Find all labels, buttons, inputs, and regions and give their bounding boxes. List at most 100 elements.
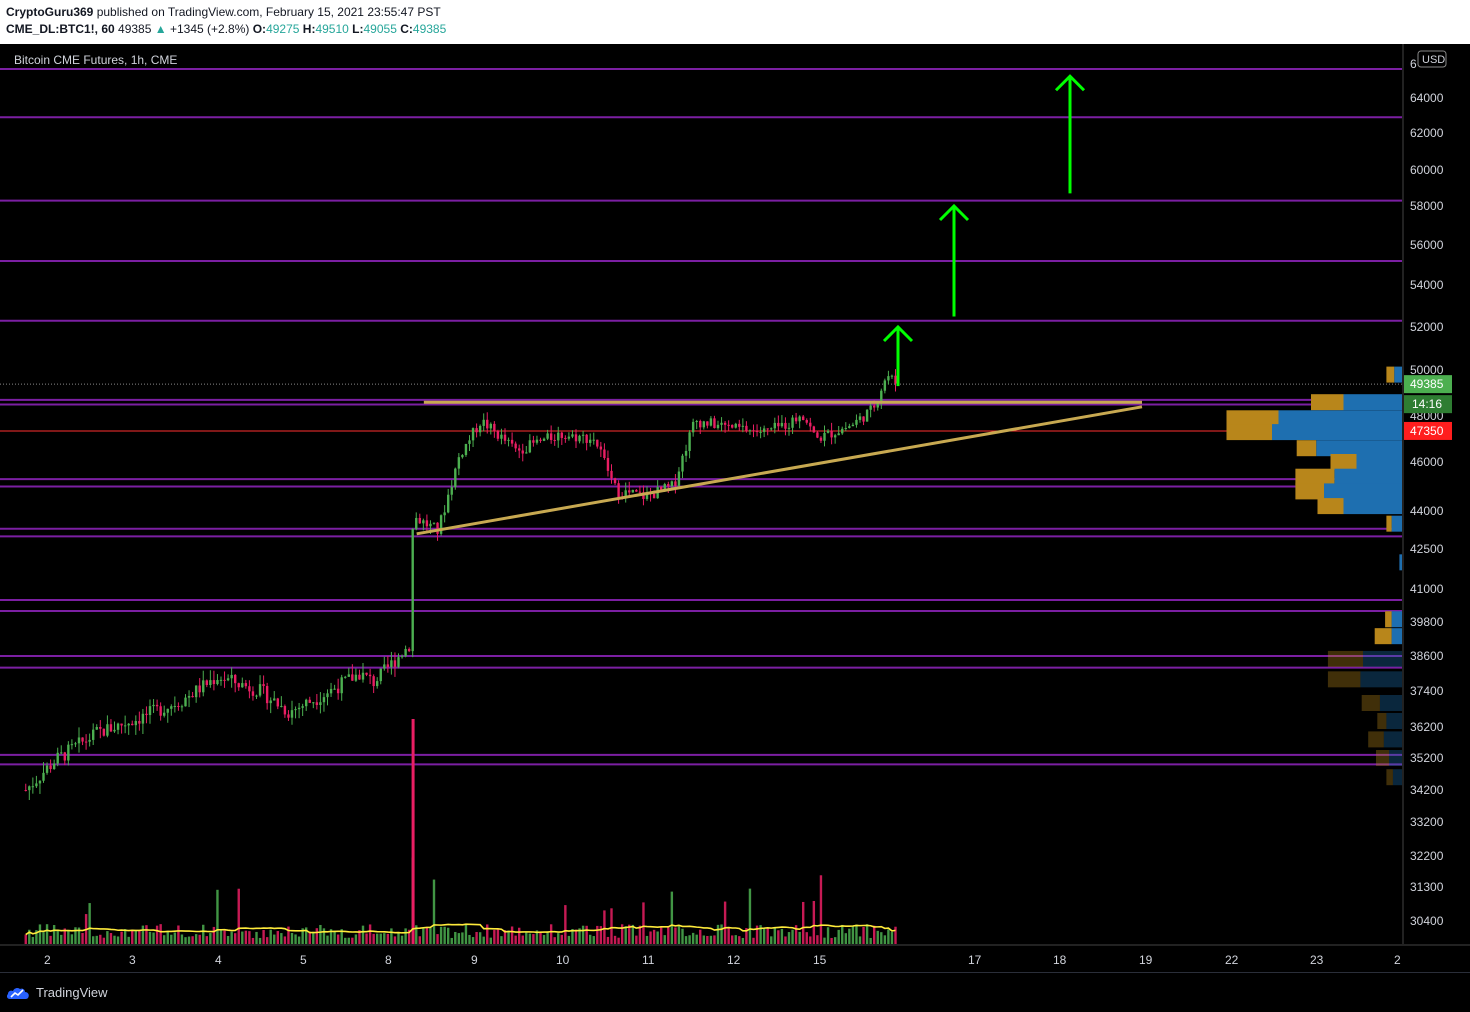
profile-down-bar	[1316, 440, 1402, 457]
volume-bar	[287, 926, 290, 944]
price-axis-label: 32200	[1410, 849, 1444, 863]
volume-bar	[628, 924, 631, 944]
candle-body	[819, 437, 823, 441]
volume-bar	[784, 936, 787, 944]
candle-body	[191, 696, 194, 698]
volume-bar	[187, 936, 191, 944]
volume-bar	[553, 937, 556, 944]
volume-bar	[102, 937, 106, 944]
volume-bar	[826, 927, 830, 944]
volume-bar	[681, 928, 684, 944]
volume-bar	[365, 933, 368, 944]
volume-bar	[212, 926, 216, 944]
candle-body	[507, 439, 510, 441]
candle-body	[333, 688, 336, 690]
last-price-label: 49385	[1410, 377, 1444, 391]
time-axis-label: 22	[1225, 953, 1239, 967]
candle-body	[67, 744, 70, 761]
volume-bar	[209, 933, 212, 944]
candle-body	[113, 729, 116, 732]
volume-bar	[830, 937, 833, 944]
candle-body	[443, 512, 446, 516]
volume-bar	[70, 934, 74, 944]
volume-bar	[702, 935, 705, 944]
profile-up-bar	[1226, 410, 1279, 427]
volume-bar	[787, 932, 791, 944]
time-axis-label: 4	[215, 953, 222, 967]
volume-bar	[723, 901, 727, 944]
volume-bar	[727, 927, 730, 944]
candle-body	[674, 481, 677, 486]
profile-up-bar	[1296, 440, 1317, 457]
volume-bar	[205, 936, 208, 944]
volume-bar	[478, 932, 482, 944]
candle-body	[738, 423, 741, 427]
time-axis-label: 2	[1394, 953, 1401, 967]
profile-up-bar	[1361, 695, 1380, 711]
price-chart[interactable]: 64000 62000 60000 58000 56000 54000 52000 50000…	[0, 44, 1470, 972]
volume-bar	[155, 925, 159, 944]
profile-down-bar	[1363, 650, 1402, 667]
candle-body	[131, 723, 134, 726]
candle-body	[823, 432, 826, 441]
candle-body	[173, 705, 177, 707]
candle-body	[265, 686, 269, 704]
volume-bar	[493, 930, 496, 944]
candle-body	[397, 657, 400, 667]
profile-down-bar	[1343, 498, 1402, 515]
volume-bar	[518, 927, 521, 944]
candle-body	[74, 743, 77, 745]
candle-body	[244, 683, 248, 687]
volume-bar	[191, 936, 194, 944]
volume-bar	[294, 934, 297, 944]
time-axis-label: 10	[556, 953, 570, 967]
candle-body	[837, 433, 840, 436]
candle-body	[628, 490, 631, 493]
volume-bar	[596, 925, 599, 944]
volume-bar	[336, 934, 340, 944]
candle-body	[177, 705, 180, 707]
candle-body	[170, 706, 173, 709]
author-name[interactable]: CryptoGuru369	[6, 5, 94, 19]
candle-body	[652, 493, 656, 499]
candle-body	[631, 489, 634, 493]
volume-bar	[301, 928, 304, 944]
profile-down-bar	[1391, 515, 1402, 532]
target-arrows[interactable]	[882, 74, 1086, 387]
profile-down-bar	[1389, 750, 1402, 766]
candle-body	[230, 674, 233, 679]
volume-bar	[283, 936, 287, 944]
volume-bar	[77, 927, 81, 944]
profile-down-bar	[1386, 713, 1402, 729]
volume-bar	[816, 935, 819, 944]
price-axis-label: 58000	[1410, 199, 1444, 213]
tradingview-logo[interactable]: TradingView	[6, 985, 108, 1000]
candle-body	[390, 660, 393, 667]
candle-body	[393, 660, 397, 667]
candle-body	[322, 697, 326, 703]
profile-down-bar	[1392, 769, 1402, 786]
candle-body	[578, 435, 581, 442]
symbol-label[interactable]: CME_DL:BTC1!, 60	[6, 22, 115, 36]
candle-body	[152, 704, 155, 707]
candle-body	[532, 440, 535, 443]
candle-body	[748, 430, 752, 432]
candle-body	[148, 706, 152, 715]
candle-body	[883, 380, 887, 391]
volume-bar	[400, 935, 404, 944]
time-axis-label: 8	[385, 953, 392, 967]
price-axis-label: 39800	[1410, 615, 1444, 629]
volume-bar	[230, 931, 233, 944]
candle-body	[123, 725, 127, 727]
candle-body	[791, 417, 794, 428]
time-axis-label: 2	[44, 953, 51, 967]
candle-body	[290, 710, 294, 718]
profile-up-bar	[1368, 731, 1384, 748]
candle-body	[695, 421, 698, 423]
profile-down-bar	[1343, 394, 1402, 411]
candle-body	[890, 375, 894, 377]
volume-bar	[869, 937, 872, 944]
annotation-lines[interactable]	[416, 400, 1143, 536]
volume-bar	[244, 930, 248, 944]
volume-bar	[216, 889, 219, 944]
